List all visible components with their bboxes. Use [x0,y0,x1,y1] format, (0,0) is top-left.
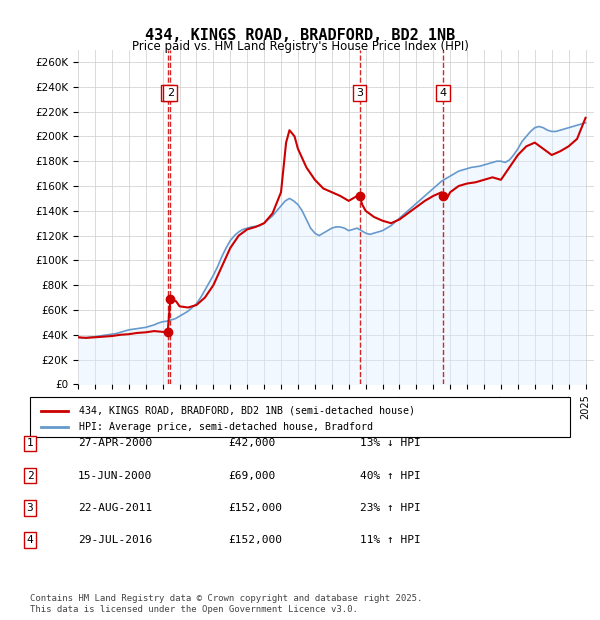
Text: 4: 4 [439,88,446,98]
Text: 434, KINGS ROAD, BRADFORD, BD2 1NB (semi-detached house): 434, KINGS ROAD, BRADFORD, BD2 1NB (semi… [79,406,415,416]
Text: 2: 2 [26,471,34,480]
Text: Price paid vs. HM Land Registry's House Price Index (HPI): Price paid vs. HM Land Registry's House … [131,40,469,53]
Text: 1: 1 [26,438,34,448]
Text: £69,000: £69,000 [228,471,275,480]
Text: 15-JUN-2000: 15-JUN-2000 [78,471,152,480]
Text: £152,000: £152,000 [228,503,282,513]
Text: 40% ↑ HPI: 40% ↑ HPI [360,471,421,480]
Text: 3: 3 [26,503,34,513]
Text: £42,000: £42,000 [228,438,275,448]
Text: £152,000: £152,000 [228,535,282,545]
Text: 2: 2 [167,88,174,98]
Text: 1: 1 [164,88,171,98]
Text: 27-APR-2000: 27-APR-2000 [78,438,152,448]
Text: 11% ↑ HPI: 11% ↑ HPI [360,535,421,545]
Text: HPI: Average price, semi-detached house, Bradford: HPI: Average price, semi-detached house,… [79,422,373,432]
Text: 434, KINGS ROAD, BRADFORD, BD2 1NB: 434, KINGS ROAD, BRADFORD, BD2 1NB [145,28,455,43]
Text: 22-AUG-2011: 22-AUG-2011 [78,503,152,513]
Text: 3: 3 [356,88,363,98]
Text: Contains HM Land Registry data © Crown copyright and database right 2025.
This d: Contains HM Land Registry data © Crown c… [30,595,422,614]
FancyBboxPatch shape [30,397,570,437]
Text: 4: 4 [26,535,34,545]
Text: 13% ↓ HPI: 13% ↓ HPI [360,438,421,448]
Text: 29-JUL-2016: 29-JUL-2016 [78,535,152,545]
Text: 23% ↑ HPI: 23% ↑ HPI [360,503,421,513]
